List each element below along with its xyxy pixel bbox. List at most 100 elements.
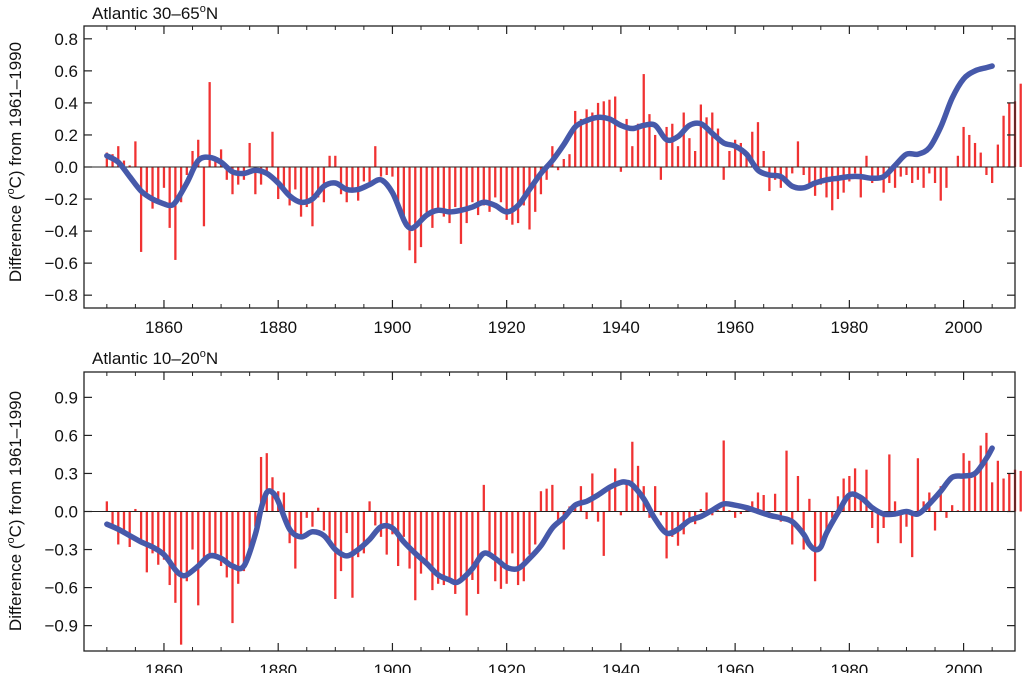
anomaly-bar: [294, 167, 297, 190]
anomaly-bar: [591, 473, 594, 512]
anomaly-bar: [802, 167, 805, 176]
anomaly-bar: [157, 167, 160, 201]
anomaly-bar: [368, 167, 371, 184]
anomaly-bar: [162, 511, 166, 560]
x-tick-label: 1900: [374, 661, 412, 673]
anomaly-bar: [334, 155, 337, 167]
anomaly-bar: [808, 498, 811, 512]
anomaly-bar: [282, 492, 286, 512]
anomaly-bar: [568, 154, 571, 167]
x-tick-label: 1960: [716, 318, 754, 337]
y-axis-label-suffix: C) from 1961–1990: [6, 42, 25, 188]
anomaly-bar: [128, 165, 131, 167]
anomaly-bar: [922, 167, 925, 188]
anomaly-bar: [259, 456, 263, 512]
anomaly-bar: [259, 167, 263, 185]
anomaly-bar: [722, 167, 725, 180]
anomaly-bar: [471, 511, 474, 580]
anomaly-bar: [454, 511, 457, 594]
anomaly-bar: [939, 167, 942, 201]
x-tick-label: 1980: [830, 318, 868, 337]
anomaly-bar: [471, 167, 474, 203]
anomaly-bar: [459, 167, 463, 244]
anomaly-bar: [853, 468, 857, 512]
x-tick-label: 1860: [145, 661, 183, 673]
anomaly-bar: [716, 510, 720, 512]
anomaly-bar: [402, 511, 405, 537]
anomaly-bar: [614, 96, 617, 167]
anomaly-bar: [305, 167, 308, 208]
anomaly-bar: [482, 484, 485, 512]
anomaly-bar: [699, 104, 702, 167]
anomaly-bar: [579, 118, 583, 167]
anomaly-bar: [893, 167, 897, 188]
anomaly-bar: [791, 511, 794, 545]
anomaly-bar: [322, 511, 326, 531]
anomaly-bar: [979, 152, 982, 167]
anomaly-bar: [722, 440, 725, 512]
anomaly-bar: [254, 511, 257, 527]
x-tick-label: 1920: [488, 318, 526, 337]
y-tick-label: 0.8: [54, 30, 78, 49]
anomaly-bar: [191, 150, 194, 167]
anomaly-bar: [751, 131, 754, 167]
anomaly-bar: [631, 146, 634, 167]
anomaly-bar: [694, 150, 697, 167]
anomaly-bar: [539, 491, 543, 512]
anomaly-bar: [134, 141, 137, 167]
anomaly-bar: [893, 501, 897, 512]
anomaly-bar: [208, 511, 211, 556]
anomaly-bar: [499, 511, 503, 589]
anomaly-bar: [145, 167, 148, 193]
y-tick-label: 0.4: [54, 94, 78, 113]
anomaly-bar: [368, 501, 371, 512]
panel-title-text: Atlantic 10–20: [92, 349, 200, 368]
anomaly-bar: [642, 74, 645, 167]
anomaly-bar: [899, 167, 902, 177]
anomaly-bar: [334, 511, 337, 599]
anomaly-bar: [197, 511, 200, 606]
anomaly-bar: [671, 123, 674, 167]
anomaly-bar: [248, 511, 251, 556]
anomaly-bar: [431, 511, 434, 591]
anomaly-bar: [339, 511, 343, 572]
anomaly-bar: [728, 150, 731, 167]
plot-area: 1860 1880 1900 1920 1940 1960 1980 2000 0.9 0.6 0.…: [44, 371, 1022, 673]
anomaly-bar: [225, 167, 228, 180]
anomaly-bar: [179, 167, 183, 203]
anomaly-bar: [328, 511, 331, 542]
anomaly-bar: [979, 445, 982, 512]
anomaly-bar: [511, 167, 514, 225]
anomaly-bar: [865, 155, 868, 167]
anomaly-bar: [339, 167, 343, 195]
anomaly-bar: [545, 167, 548, 180]
y-axis-label-superscript: o: [5, 188, 17, 194]
anomaly-bar: [682, 112, 685, 167]
anomaly-bar: [516, 511, 520, 586]
anomaly-bar: [773, 493, 777, 512]
anomaly-bar: [916, 458, 920, 512]
anomaly-bar: [134, 508, 137, 512]
anomaly-bar: [705, 117, 708, 167]
anomaly-bar: [402, 167, 405, 219]
anomaly-bar: [231, 167, 234, 195]
anomaly-bar: [117, 146, 120, 167]
anomaly-bar: [237, 511, 240, 584]
anomaly-bar: [494, 511, 497, 582]
anomaly-bar: [391, 167, 394, 177]
anomaly-bar: [876, 511, 880, 544]
anomaly-bar: [945, 167, 948, 188]
y-tick-label: −0.9: [44, 617, 78, 636]
anomaly-bar: [625, 481, 628, 512]
anomaly-bar: [831, 511, 834, 518]
anomaly-bar: [505, 511, 508, 584]
anomaly-bar: [545, 488, 548, 512]
y-axis-label-superscript: o: [5, 537, 17, 543]
anomaly-bar: [705, 492, 708, 512]
anomaly-bar: [585, 511, 588, 520]
anomaly-bar: [574, 110, 577, 167]
anomaly-bar: [488, 511, 491, 553]
y-tick-label: 0.3: [54, 464, 78, 483]
anomaly-bar: [985, 432, 988, 512]
anomaly-bar: [265, 167, 268, 172]
